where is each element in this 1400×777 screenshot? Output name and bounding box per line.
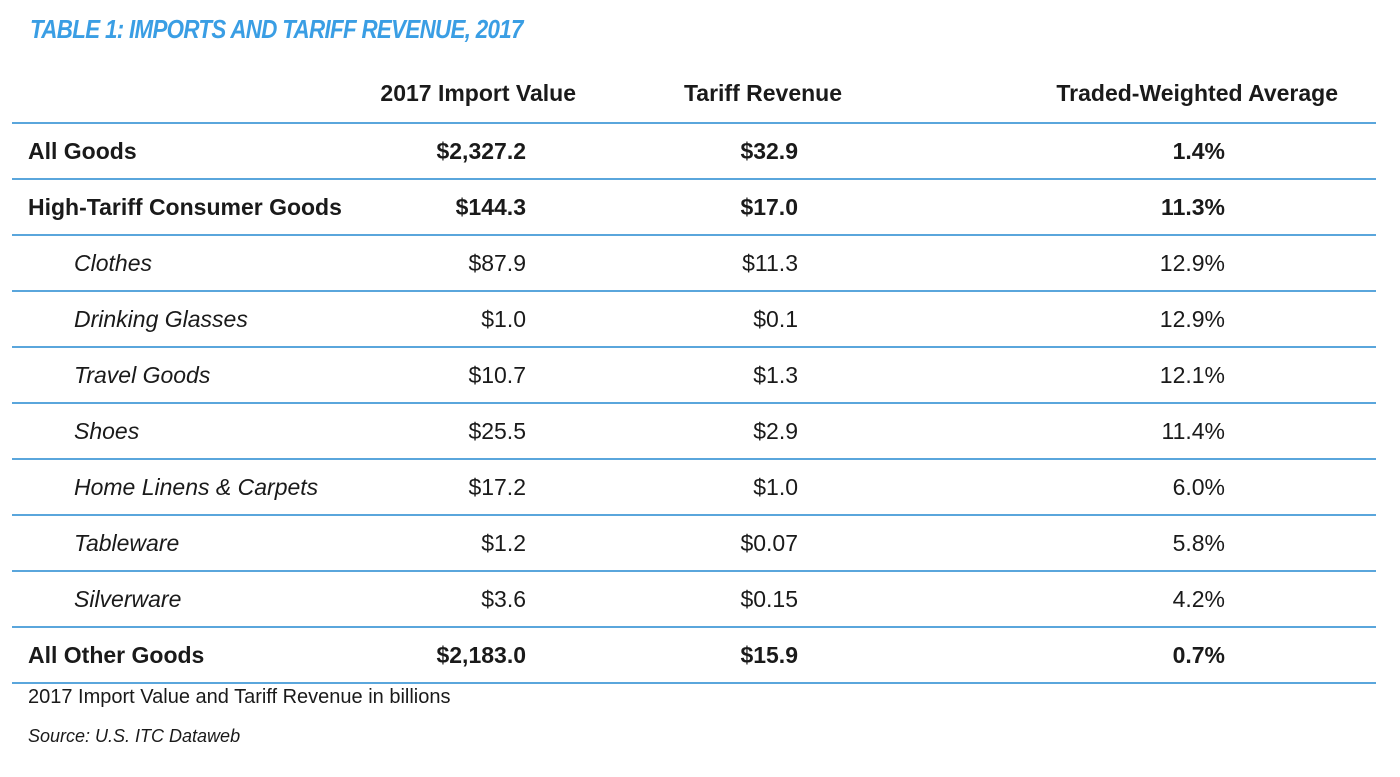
tariff-revenue-cell: $11.3: [580, 235, 898, 292]
table-row-tableware: Tableware $1.2 $0.07 5.8%: [12, 515, 1376, 572]
weighted-average-cell: 6.0%: [898, 459, 1376, 516]
column-header-import-value: 2017 Import Value: [292, 64, 580, 124]
row-label: Silverware: [12, 571, 292, 628]
import-value-cell: $144.3: [292, 179, 580, 236]
import-value-cell: $3.6: [292, 571, 580, 628]
weighted-average-cell: 4.2%: [898, 571, 1376, 628]
column-header-tariff-revenue: Tariff Revenue: [580, 64, 898, 124]
row-label: All Other Goods: [12, 627, 292, 684]
weighted-average-cell: 11.4%: [898, 403, 1376, 460]
import-value-cell: $2,327.2: [292, 123, 580, 180]
tariff-revenue-cell: $0.15: [580, 571, 898, 628]
table-row-clothes: Clothes $87.9 $11.3 12.9%: [12, 235, 1376, 292]
table-row-travel-goods: Travel Goods $10.7 $1.3 12.1%: [12, 347, 1376, 404]
table-row-shoes: Shoes $25.5 $2.9 11.4%: [12, 403, 1376, 460]
weighted-average-cell: 12.1%: [898, 347, 1376, 404]
source-note: Source: U.S. ITC Dataweb: [28, 726, 241, 746]
column-header-weighted-average: Traded-Weighted Average: [898, 64, 1376, 124]
table-row-all-other-goods: All Other Goods $2,183.0 $15.9 0.7%: [12, 627, 1376, 684]
table-row-high-tariff-consumer-goods: High-Tariff Consumer Goods $144.3 $17.0 …: [12, 179, 1376, 236]
tariff-revenue-cell: $0.1: [580, 291, 898, 348]
column-header-label: [12, 64, 292, 124]
import-value-cell: $17.2: [292, 459, 580, 516]
tariff-revenue-cell: $1.0: [580, 459, 898, 516]
row-label: Shoes: [12, 403, 292, 460]
weighted-average-cell: 1.4%: [898, 123, 1376, 180]
tariff-revenue-cell: $0.07: [580, 515, 898, 572]
row-label: All Goods: [12, 123, 292, 180]
import-value-cell: $25.5: [292, 403, 580, 460]
table-title: TABLE 1: IMPORTS AND TARIFF REVENUE, 201…: [30, 14, 523, 44]
weighted-average-cell: 12.9%: [898, 235, 1376, 292]
tariff-revenue-cell: $17.0: [580, 179, 898, 236]
row-label: Travel Goods: [12, 347, 292, 404]
table-header-row: 2017 Import Value Tariff Revenue Traded-…: [12, 64, 1376, 124]
table-row-all-goods: All Goods $2,327.2 $32.9 1.4%: [12, 123, 1376, 180]
tariff-revenue-cell: $15.9: [580, 627, 898, 684]
imports-tariff-table: 2017 Import Value Tariff Revenue Traded-…: [12, 64, 1376, 684]
tariff-revenue-cell: $32.9: [580, 123, 898, 180]
import-value-cell: $2,183.0: [292, 627, 580, 684]
row-label: Drinking Glasses: [12, 291, 292, 348]
import-value-cell: $1.0: [292, 291, 580, 348]
row-label: Tableware: [12, 515, 292, 572]
tariff-revenue-cell: $2.9: [580, 403, 898, 460]
import-value-cell: $87.9: [292, 235, 580, 292]
weighted-average-cell: 0.7%: [898, 627, 1376, 684]
row-label: Home Linens & Carpets: [12, 459, 318, 516]
import-value-cell: $1.2: [292, 515, 580, 572]
weighted-average-cell: 12.9%: [898, 291, 1376, 348]
units-note: 2017 Import Value and Tariff Revenue in …: [28, 686, 451, 708]
import-value-cell: $10.7: [292, 347, 580, 404]
weighted-average-cell: 11.3%: [898, 179, 1376, 236]
table-row-drinking-glasses: Drinking Glasses $1.0 $0.1 12.9%: [12, 291, 1376, 348]
row-label: High-Tariff Consumer Goods: [12, 179, 342, 236]
table-row-home-linens-carpets: Home Linens & Carpets $17.2 $1.0 6.0%: [12, 459, 1376, 516]
table-row-silverware: Silverware $3.6 $0.15 4.2%: [12, 571, 1376, 628]
weighted-average-cell: 5.8%: [898, 515, 1376, 572]
row-label: Clothes: [12, 235, 292, 292]
tariff-revenue-cell: $1.3: [580, 347, 898, 404]
